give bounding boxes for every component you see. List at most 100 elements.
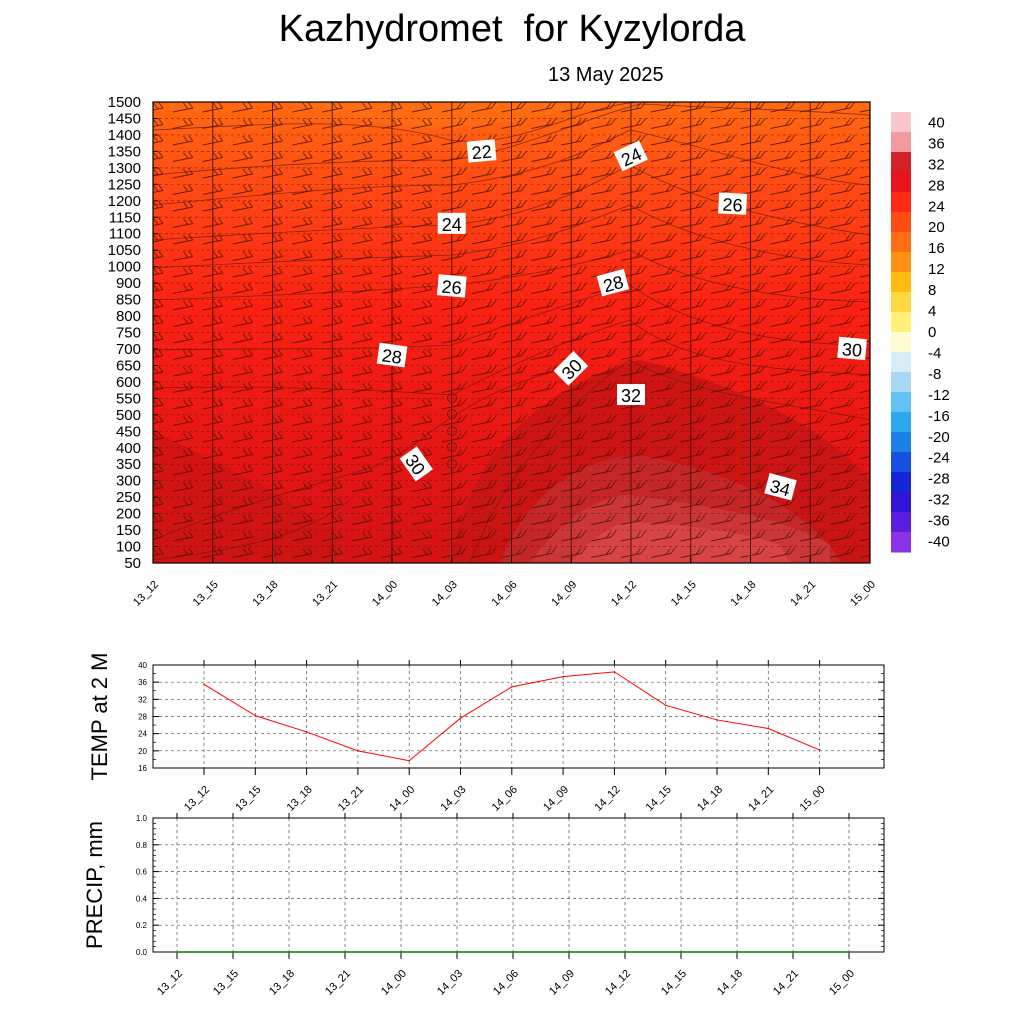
x-tick-label: 15_00 <box>848 579 878 609</box>
y-tick-label: 0.8 <box>136 841 148 850</box>
y-tick-label: 0.6 <box>136 868 148 877</box>
temp-chart-point <box>511 686 513 688</box>
precip-chart-ylabel: PRECIP, mm <box>82 821 107 949</box>
colorbar-label: -16 <box>928 408 950 425</box>
precip-chart-point <box>680 951 682 953</box>
y-tick-label: 250 <box>116 489 141 506</box>
contour-label: 30 <box>837 336 867 361</box>
x-tick-label: 14_03 <box>430 579 460 609</box>
contour-label-text: 32 <box>621 386 641 406</box>
temp-chart-ylabel: TEMP at 2 M <box>87 653 112 781</box>
contour-label-text: 24 <box>442 215 462 235</box>
temp-chart-point <box>818 749 821 751</box>
precip-chart-point <box>568 951 570 953</box>
contour-label-text: 22 <box>471 142 493 164</box>
precip-chart-point <box>512 951 514 953</box>
x-tick-label: 14_15 <box>659 968 689 998</box>
y-tick-label: 750 <box>116 325 141 342</box>
y-tick-label: 450 <box>116 423 141 440</box>
colorbar-label: 28 <box>928 177 945 194</box>
x-tick-label: 14_21 <box>771 968 801 998</box>
temp-chart-point <box>562 675 564 678</box>
colorbar-label: 36 <box>928 135 945 152</box>
colorbar-swatch <box>891 452 911 473</box>
x-tick-label: 14_12 <box>603 968 633 998</box>
y-tick-label: 0.4 <box>136 894 148 903</box>
contour-label: 28 <box>376 342 408 368</box>
x-tick-label: 14_00 <box>370 579 400 609</box>
colorbar-swatch <box>891 352 911 373</box>
x-tick-label: 13_21 <box>310 579 340 609</box>
y-tick-label: 16 <box>138 764 147 773</box>
calm-marker <box>447 459 457 469</box>
colorbar-swatch <box>891 372 911 393</box>
y-tick-label: 24 <box>138 730 147 739</box>
colorbar-label: -28 <box>928 471 950 488</box>
temp-chart-point <box>613 671 616 673</box>
precip-chart-point <box>400 951 402 953</box>
precip-chart-point <box>232 951 234 953</box>
y-tick-label: 900 <box>116 275 141 292</box>
colorbar-label: 20 <box>928 219 945 236</box>
colorbar-swatch <box>891 132 911 153</box>
temp-chart-point <box>459 717 462 720</box>
y-tick-label: 50 <box>124 555 141 572</box>
temp-chart-point <box>203 683 205 686</box>
colorbar-label: 12 <box>928 261 945 278</box>
y-tick-label: 1.0 <box>136 814 148 823</box>
x-tick-label: 14_06 <box>490 784 520 814</box>
wind-barbs <box>153 102 870 563</box>
y-tick-label: 200 <box>116 506 141 523</box>
colorbar-label: -36 <box>928 513 950 530</box>
colorbar-label: -20 <box>928 429 950 446</box>
colorbar-label: 24 <box>928 198 945 215</box>
temp-chart-point <box>767 727 770 730</box>
y-tick-label: 500 <box>116 407 141 424</box>
y-tick-label: 100 <box>116 539 141 556</box>
y-tick-label: 32 <box>138 695 147 704</box>
x-tick-label: 14_09 <box>547 968 577 998</box>
precip-chart-grid <box>153 817 884 953</box>
y-tick-label: 1200 <box>108 193 141 210</box>
colorbar-swatch <box>891 492 911 513</box>
x-tick-label: 14_00 <box>379 968 409 998</box>
calm-marker <box>447 442 457 452</box>
colorbar-swatch <box>891 112 911 133</box>
temp-chart-point <box>408 759 411 762</box>
contour-label: 32 <box>617 384 645 406</box>
x-tick-label: 13_15 <box>191 579 221 609</box>
colorbar-label: -32 <box>928 492 950 509</box>
contour-label-text: 26 <box>441 277 463 299</box>
colorbar-swatch <box>891 272 911 293</box>
x-tick-label: 13_15 <box>233 784 263 814</box>
x-tick-label: 13_12 <box>182 784 212 814</box>
y-tick-label: 1400 <box>108 127 141 144</box>
colorbar-label: 4 <box>928 303 936 320</box>
y-tick-label: 700 <box>116 341 141 358</box>
y-tick-label: 1050 <box>108 242 141 259</box>
x-tick-label: 14_18 <box>729 579 759 609</box>
y-tick-label: 1100 <box>109 226 141 243</box>
y-tick-label: 36 <box>138 678 147 687</box>
calm-marker <box>447 409 457 419</box>
x-tick-label: 14_12 <box>592 784 622 814</box>
colorbar-label: -8 <box>928 366 941 383</box>
colorbar-swatch <box>891 232 911 253</box>
x-tick-label: 14_21 <box>746 784 776 814</box>
y-tick-label: 1150 <box>109 209 141 226</box>
y-tick-label: 20 <box>138 747 147 756</box>
precip-chart-frame <box>152 817 885 953</box>
colorbar-label: 40 <box>928 114 945 131</box>
y-tick-label: 1250 <box>108 176 141 193</box>
x-tick-label: 13_21 <box>336 784 366 814</box>
temp-chart-point <box>357 750 359 752</box>
precip-chart-point <box>736 951 738 953</box>
colorbar-label: 32 <box>928 156 945 173</box>
y-tick-label: 550 <box>116 390 141 407</box>
colorbar-swatch <box>891 292 911 313</box>
temp-chart-point <box>254 714 257 717</box>
x-tick-label: 14_03 <box>439 784 469 814</box>
x-tick-label: 15_00 <box>798 784 828 814</box>
y-tick-label: 350 <box>116 456 141 473</box>
x-tick-label: 13_12 <box>131 579 161 609</box>
